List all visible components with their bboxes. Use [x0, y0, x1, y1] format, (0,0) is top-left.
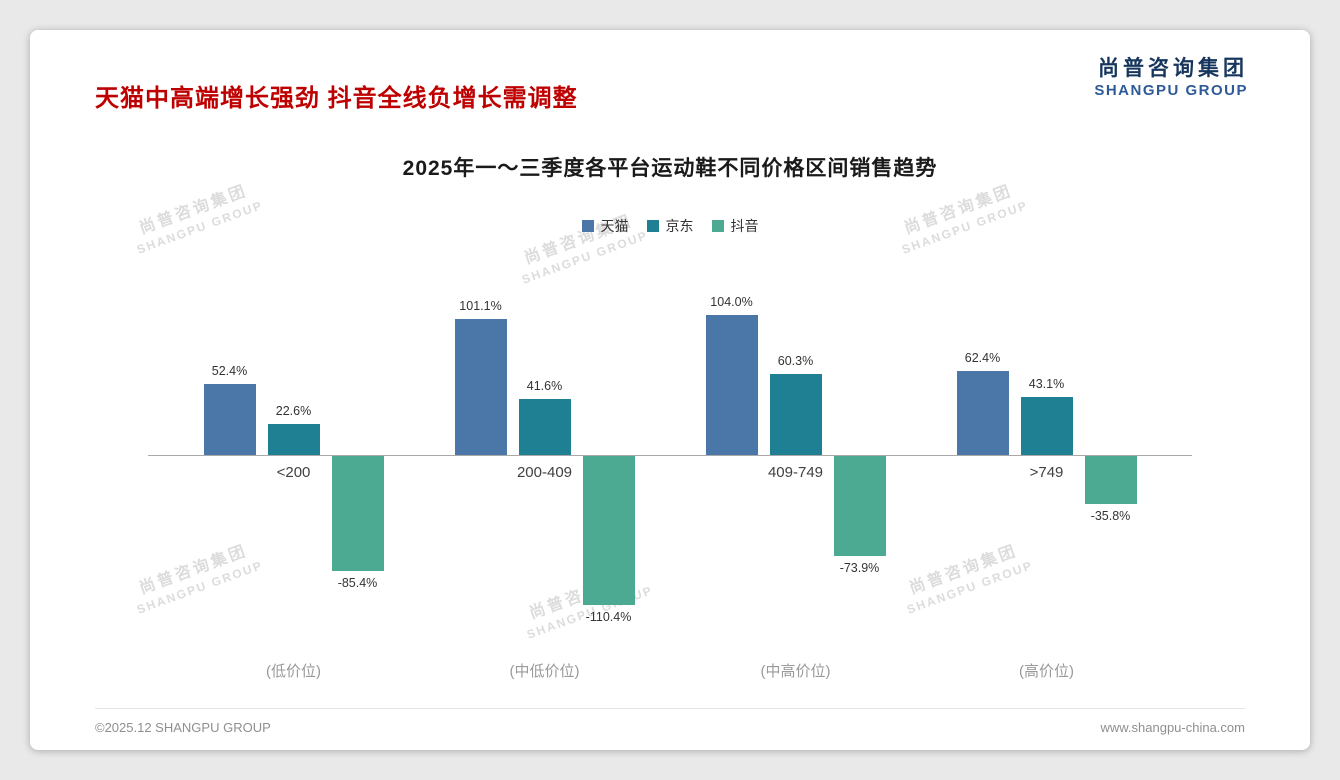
logo-text-cn: 尚普咨询集团 [1098, 57, 1248, 80]
bar-value-label: 52.4% [211, 364, 248, 379]
chart-legend: 天猫 京东 抖音 [30, 216, 1310, 236]
category-sublabel: (高价位) [1019, 663, 1074, 680]
bar-value-label: -73.9% [839, 560, 880, 575]
page-title: 天猫中高端增长强劲 抖音全线负增长需调整 [95, 85, 578, 112]
bar-value-label: 62.4% [964, 350, 1001, 365]
bar [454, 318, 507, 455]
legend-item: 京东 [646, 216, 694, 236]
bar [203, 384, 256, 455]
bar-value-label: -85.4% [337, 576, 378, 591]
bar [267, 424, 320, 455]
chart-plot-area: 52.4% 22.6% -85.4% <200 (低价位) 101.1% 41.6% -110… [148, 260, 1192, 700]
category-label: 409-749 [767, 464, 824, 481]
bar-group: 62.4% 43.1% -35.8% >749 (高价位) [921, 260, 1172, 700]
bar-group: 52.4% 22.6% -85.4% <200 (低价位) [168, 260, 419, 700]
bar-value-label: 60.3% [777, 353, 814, 368]
category-label: >749 [1029, 464, 1064, 481]
x-axis-line [148, 455, 1192, 456]
legend-label: 京东 [665, 218, 694, 234]
bar-value-label: 22.6% [275, 404, 312, 419]
footer-website: www.shangpu-china.com [1100, 720, 1245, 735]
legend-label: 抖音 [730, 218, 759, 234]
chart-title: 2025年一～三季度各平台运动鞋不同价格区间销售趋势 [402, 157, 938, 180]
legend-item: 天猫 [581, 216, 629, 236]
bar [1020, 396, 1073, 455]
bar-group: 104.0% 60.3% -73.9% 409-749 (中高价位) [670, 260, 921, 700]
logo-text-en: SHANGPU GROUP [1094, 82, 1248, 100]
bar-group: 101.1% 41.6% -110.4% 200-409 (中低价位) [419, 260, 670, 700]
bar [956, 370, 1009, 455]
legend-swatch [646, 220, 659, 232]
bar [1084, 456, 1137, 505]
footer-copyright: ©2025.12 SHANGPU GROUP [95, 720, 271, 735]
category-sublabel: (中低价位) [509, 663, 580, 680]
category-sublabel: (低价位) [266, 663, 321, 680]
company-logo: 尚普咨询集团 SHANGPU GROUP [1094, 56, 1248, 101]
bar [582, 456, 635, 606]
bar-value-label: -35.8% [1090, 509, 1131, 524]
legend-label: 天猫 [600, 218, 629, 234]
bar [833, 456, 886, 556]
category-label: 200-409 [516, 464, 573, 481]
bar-value-label: 104.0% [710, 294, 753, 309]
bar [705, 314, 758, 455]
legend-swatch [581, 220, 594, 232]
slide-footer: ©2025.12 SHANGPU GROUP www.shangpu-china… [95, 708, 1245, 735]
bar-value-label: 101.1% [459, 298, 502, 313]
bar [518, 398, 571, 455]
bar [331, 456, 384, 572]
bar [769, 373, 822, 455]
category-sublabel: (中高价位) [760, 663, 831, 680]
category-label: <200 [276, 464, 311, 481]
bar-value-label: -110.4% [585, 610, 632, 625]
bar-value-label: 41.6% [526, 378, 563, 393]
slide-card: 天猫中高端增长强劲 抖音全线负增长需调整 尚普咨询集团 SHANGPU GROU… [30, 30, 1310, 750]
legend-item: 抖音 [711, 216, 759, 236]
legend-swatch [711, 220, 724, 232]
bar-value-label: 43.1% [1028, 376, 1065, 391]
